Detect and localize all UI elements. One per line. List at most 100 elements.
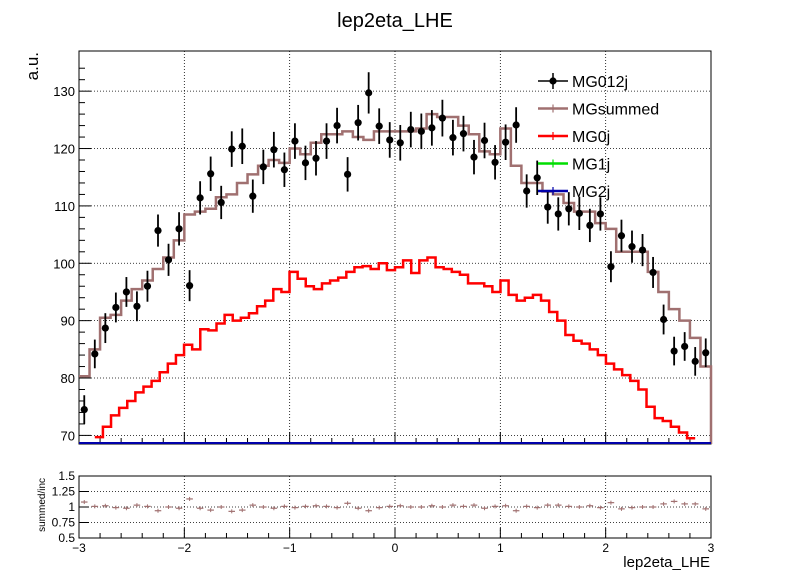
mg012j-point <box>617 219 626 252</box>
ratio-point <box>91 504 99 509</box>
data-marker <box>228 145 236 153</box>
ratio-point <box>670 499 678 504</box>
data-marker <box>649 268 657 277</box>
mg012j-point <box>691 347 699 376</box>
mg012j-point <box>459 115 468 152</box>
mg012j-point <box>480 122 489 159</box>
data-marker <box>428 124 436 132</box>
data-marker <box>554 210 562 218</box>
y-tick-label: 130 <box>53 84 75 99</box>
mg012j-point <box>312 141 320 176</box>
ratio-y-tick-label: 0.5 <box>58 531 75 545</box>
y-tick-label: 90 <box>61 314 75 329</box>
data-marker <box>575 209 583 217</box>
mg012j-point <box>386 122 394 158</box>
mg012j-point <box>554 197 562 231</box>
mg012j-point <box>133 291 141 322</box>
mg012j-point <box>291 123 299 159</box>
ratio-point <box>512 508 520 513</box>
ratio-x-tick-label: 3 <box>708 541 715 555</box>
ratio-point <box>607 500 615 505</box>
mg012j-point <box>164 243 173 276</box>
mg012j-point <box>491 145 499 180</box>
mg012j-point <box>333 107 341 144</box>
legend-entry: MG2j <box>538 184 610 201</box>
data-marker <box>702 349 710 357</box>
mg012j-point <box>122 277 130 307</box>
mg012j-point <box>301 145 310 181</box>
legend-label: MG1j <box>572 157 610 174</box>
data-marker <box>322 137 331 145</box>
ratio-point <box>365 508 372 513</box>
mg012j-point <box>259 149 267 185</box>
ratio-point <box>502 503 509 508</box>
data-marker <box>523 187 531 195</box>
mg012j-point <box>228 131 236 167</box>
mg012j-point <box>575 196 583 231</box>
data-marker <box>660 315 668 324</box>
mg012j-point <box>523 174 531 208</box>
data-marker <box>586 221 594 230</box>
mg012j-point <box>186 270 194 302</box>
ratio-point <box>207 508 214 513</box>
ratio-point <box>544 503 551 508</box>
data-marker <box>691 357 699 365</box>
mg012j-point <box>438 99 446 137</box>
legend-entry: MGsummed <box>538 102 659 119</box>
ratio-point <box>260 505 267 509</box>
data-marker <box>470 153 478 161</box>
data-marker <box>122 288 130 296</box>
ratio-point <box>186 496 193 501</box>
data-marker <box>333 121 341 130</box>
mg012j-point <box>238 128 246 165</box>
ratio-point <box>291 505 299 510</box>
ratio-point <box>586 503 594 508</box>
data-marker <box>617 232 626 240</box>
legend-marker <box>549 77 557 85</box>
ratio-point <box>228 509 235 514</box>
data-marker <box>344 170 352 178</box>
ratio-point <box>523 504 530 509</box>
mg012j-point <box>249 179 257 213</box>
ratio-point <box>154 508 162 513</box>
ratio-point <box>281 504 288 509</box>
y-tick-label: 120 <box>53 142 75 157</box>
data-marker <box>417 127 425 135</box>
ratio-point <box>375 505 383 510</box>
data-marker <box>249 192 257 200</box>
ratio-point <box>565 504 573 509</box>
ratio-point <box>175 506 183 511</box>
mg012j-point <box>565 192 573 226</box>
data-marker <box>259 163 267 171</box>
data-marker <box>175 225 183 233</box>
legend-entry: MG0j <box>538 129 610 146</box>
mg012j-point <box>702 338 710 368</box>
data-marker <box>154 226 162 235</box>
ratio-point <box>386 504 393 509</box>
mg012j-point <box>449 119 457 156</box>
data-marker <box>164 256 173 264</box>
data-marker <box>270 146 278 154</box>
mg012j-point <box>80 395 88 424</box>
ratio-x-tick-label: 0 <box>392 541 399 555</box>
ratio-point <box>323 504 330 509</box>
ratio-point <box>249 503 257 508</box>
mg012j-point <box>607 251 615 283</box>
top-y-axis-label: a.u. <box>23 52 42 80</box>
data-marker <box>375 122 383 130</box>
mg012j-point <box>344 157 352 192</box>
y-tick-label: 70 <box>61 428 75 443</box>
data-marker <box>628 243 636 251</box>
data-marker <box>407 126 415 134</box>
mg012j-point <box>375 108 383 144</box>
mg012j-point <box>354 104 362 141</box>
chart-title: lep2eta_LHE <box>337 10 453 32</box>
ratio-x-tick-label: −3 <box>72 541 86 555</box>
legend-label: MG2j <box>572 184 610 201</box>
data-marker <box>112 303 120 312</box>
ratio-y-tick-label: 1.5 <box>58 469 75 483</box>
ratio-point <box>123 506 130 511</box>
ratio-x-tick-label: −1 <box>283 541 297 555</box>
